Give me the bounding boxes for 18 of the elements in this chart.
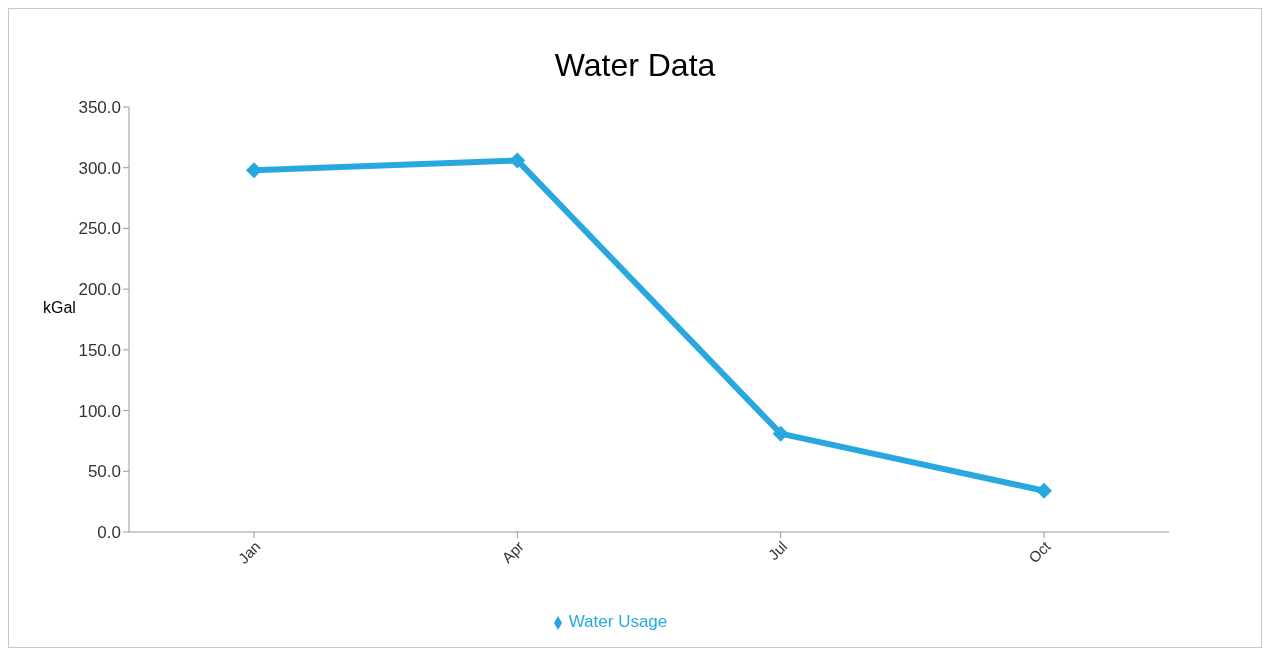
point	[246, 162, 262, 179]
y-tick-label: 150.0	[78, 340, 121, 360]
x-tick-label: Apr	[498, 537, 527, 567]
y-tick-label: 300.0	[78, 158, 121, 178]
x-tick-label: Jan	[234, 537, 264, 567]
x-tick-label: Oct	[1025, 537, 1055, 567]
y-tick-label: 200.0	[78, 280, 121, 300]
point	[772, 425, 789, 442]
point	[1036, 482, 1052, 499]
legend-label: Water Usage	[568, 612, 668, 631]
y-tick-label: 0.0	[97, 523, 121, 543]
y-axis-title: kGal	[43, 299, 76, 317]
chart-title: Water Data	[553, 47, 717, 85]
x-tick-label: Jul	[764, 537, 791, 564]
y-tick-label: 250.0	[78, 219, 121, 239]
y-tick-label: 350.0	[78, 98, 121, 118]
y-tick-label: 50.0	[87, 462, 121, 482]
y-tick-label: 100.0	[78, 401, 121, 421]
